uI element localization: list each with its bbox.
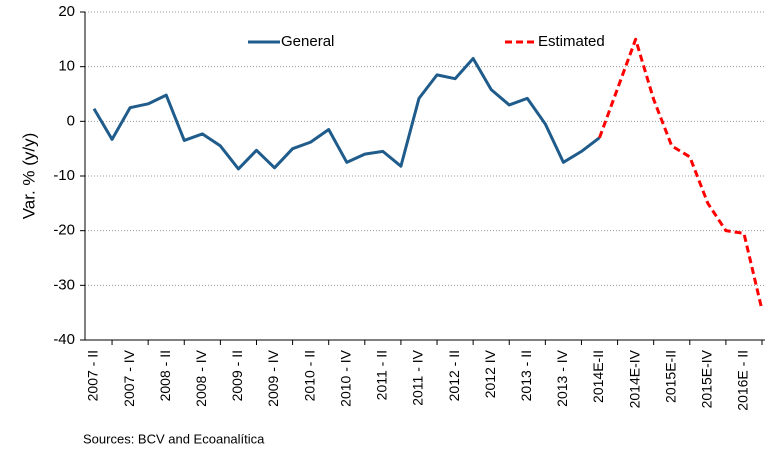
y-tick-label: -40: [53, 331, 75, 348]
x-tick-label: 2012 - II: [446, 350, 462, 401]
x-tick-label: 2009 - II: [229, 350, 245, 401]
x-tick-label: 2008 - II: [157, 350, 173, 401]
x-tick-label: 2013 - II: [518, 350, 534, 401]
y-tick-label: -10: [53, 167, 75, 184]
x-tick-label: 2014E-II: [590, 350, 606, 403]
x-tick-label: 2015E-IV: [699, 349, 715, 408]
x-tick-label: 2011 - IV: [410, 349, 426, 405]
source-note: Sources: BCV and Ecoanalítica: [83, 431, 265, 446]
y-tick-label: -20: [53, 222, 75, 239]
x-tick-label: 2008 - IV: [193, 349, 209, 406]
y-tick-label: 10: [58, 58, 75, 75]
x-tick-label: 2009 - IV: [265, 349, 281, 406]
y-tick-label: -30: [53, 276, 75, 293]
x-tick-label: 2013 - IV: [554, 349, 570, 406]
x-tick-label: 2014E-IV: [626, 349, 642, 408]
x-tick-label: 2015E-II: [662, 350, 678, 403]
x-tick-label: 2007 - IV: [121, 349, 137, 406]
x-tick-label: 2016E - II: [735, 350, 751, 411]
y-tick-label: 20: [58, 3, 75, 20]
x-tick-label: 2012 IV: [482, 349, 498, 398]
legend-label: General: [281, 33, 334, 50]
line-series: [598, 37, 764, 311]
y-tick-label: 0: [67, 112, 75, 129]
line-series: [92, 56, 601, 171]
x-tick-label: 2007 - II: [85, 350, 101, 401]
x-tick-label: 2010 - II: [301, 350, 317, 401]
x-tick-label: 2010 - IV: [337, 349, 353, 406]
legend-label: Estimated: [538, 33, 605, 50]
y-axis-label: Var. % (y/y): [19, 133, 38, 220]
x-tick-label: 2011 - II: [374, 350, 390, 400]
